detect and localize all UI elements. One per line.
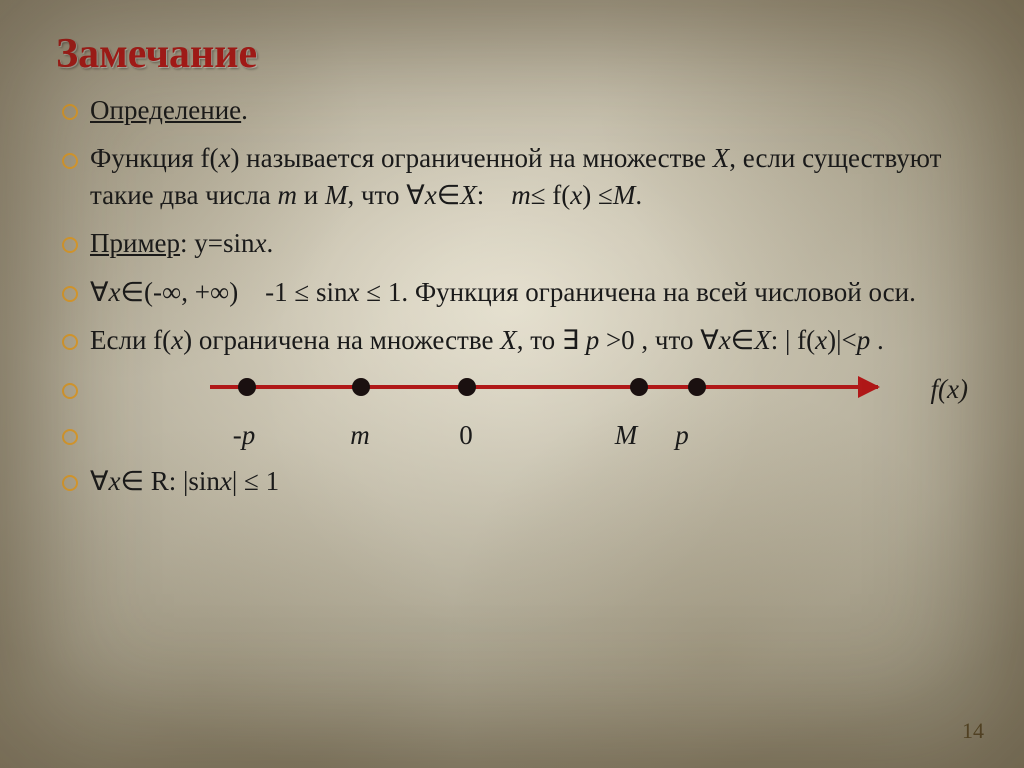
t: : | f( [771,325,815,355]
t: )|< [827,325,857,355]
t: ≤ 1. Функция ограничена на всей числовой… [360,277,916,307]
var-x: x [255,228,267,258]
bullet-list: Определение. Функция f(x) называется огр… [56,92,968,499]
var-x: x [171,325,183,355]
label-m: m [350,417,370,453]
label-p: p [675,417,689,453]
t: , что ∀ [347,180,424,210]
label-Mcap: M [615,417,638,453]
slide: Замечание Определение. Функция f(x) назы… [0,0,1024,768]
t: ∈ [437,180,461,210]
var-X: X [460,180,477,210]
bullet-definition-heading: Определение. [56,92,968,128]
content-area: Замечание Определение. Функция f(x) назы… [56,30,968,511]
t: и [297,180,325,210]
t: . [635,180,642,210]
page-number: 14 [962,718,984,744]
dot-p [688,378,706,396]
var-x: x [570,180,582,210]
var-x: x [108,277,120,307]
t: : [477,180,512,210]
t: | ≤ 1 [232,466,279,496]
var-x: x [218,143,230,173]
var-x: x [425,180,437,210]
var-p: p [586,325,600,355]
t: ∈ [731,325,755,355]
var-x: x [719,325,731,355]
dot-neg-p [238,378,256,396]
fx-label: f(x) [931,371,968,407]
dot-m [352,378,370,396]
var-x: x [815,325,827,355]
t: Функция f( [90,143,218,173]
t: , то ∃ [517,325,586,355]
t: ≤ f( [531,180,571,210]
dot-Mcap [630,378,648,396]
t: ∀ [90,466,108,496]
t: ) называется ограниченной на множестве [230,143,712,173]
bullet-diagram: f(x) [56,371,968,405]
var-x: x [348,277,360,307]
bullet-bounded-abs: Если f(x) ограничена на множестве X, то … [56,322,968,358]
t: ) ограничена на множестве [183,325,500,355]
label-zero: 0 [459,417,473,453]
example-label: Пример [90,228,180,258]
t: ) ≤ [582,180,613,210]
var-p: p [857,325,871,355]
bullet-definition-body: Функция f(x) называется ограниченной на … [56,140,968,213]
definition-label: Определение [90,95,241,125]
t: Если f( [90,325,171,355]
number-line-labels: -p m 0 M p [90,417,968,451]
var-m: m [278,180,298,210]
t: y=sin [194,228,254,258]
var-X: X [754,325,771,355]
t: >0 , что ∀ [599,325,718,355]
bullet-example: Пример: y=sinx. [56,225,968,261]
dot-zero [458,378,476,396]
axis-line [210,385,878,389]
dot: . [241,95,248,125]
t: . [870,325,884,355]
var-x: x [108,466,120,496]
var-X: X [713,143,730,173]
slide-title: Замечание [56,30,968,78]
var-x: x [220,466,232,496]
number-line: f(x) [90,371,968,405]
var-M: M [613,180,636,210]
t: ∈(-∞, +∞) -1 ≤ sin [120,277,347,307]
bullet-diagram-labels: -p m 0 M p [56,417,968,451]
var-M: M [325,180,348,210]
t: . [267,228,274,258]
t: ∀ [90,277,108,307]
bullet-example-body: ∀x∈(-∞, +∞) -1 ≤ sinx ≤ 1. Функция огран… [56,274,968,310]
label-neg-p: -p [233,417,256,453]
t: : [180,228,194,258]
bullet-sinx-abs: ∀x∈ R: |sinx| ≤ 1 [56,463,968,499]
var-X: X [500,325,517,355]
t: ∈ R: |sin [120,466,219,496]
var-m: m [511,180,531,210]
